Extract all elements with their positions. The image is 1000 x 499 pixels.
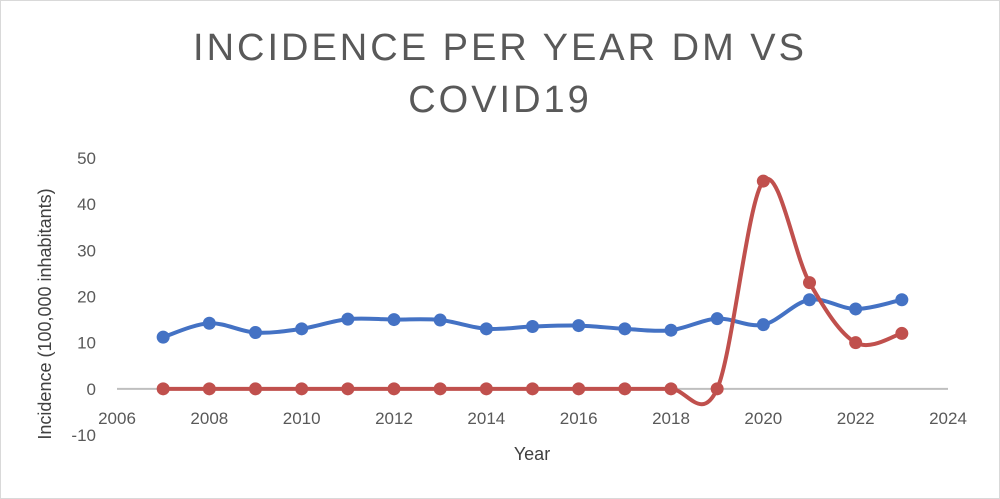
data-point — [849, 336, 863, 350]
x-tick-label: 2024 — [929, 409, 967, 428]
x-tick-label: 2016 — [560, 409, 598, 428]
data-point — [803, 276, 816, 290]
data-point — [341, 382, 355, 396]
x-tick-label: 2006 — [98, 409, 136, 428]
x-tick-label: 2022 — [837, 409, 875, 428]
data-point — [295, 382, 309, 396]
data-point — [756, 318, 770, 332]
y-tick-label: 0 — [87, 380, 96, 399]
data-point — [433, 382, 447, 396]
series-line — [161, 176, 904, 407]
x-tick-label: 2018 — [652, 409, 690, 428]
x-tick-label: 2012 — [375, 409, 413, 428]
data-point — [710, 312, 724, 326]
y-tick-label: 40 — [77, 195, 96, 214]
data-point — [249, 326, 262, 340]
y-tick-label: 20 — [77, 288, 96, 307]
data-point — [526, 320, 539, 334]
data-point — [849, 302, 863, 316]
data-point — [433, 313, 447, 327]
data-point — [156, 382, 170, 396]
chart-title: INCIDENCE PER YEAR DM VS COVID19 — [0, 22, 1000, 126]
chart-title-line-2: COVID19 — [408, 79, 592, 121]
data-point — [618, 382, 632, 396]
data-point — [202, 316, 216, 330]
data-point — [387, 382, 401, 396]
data-point — [479, 382, 493, 396]
y-tick-label: 10 — [77, 334, 96, 353]
x-tick-label: 2020 — [744, 409, 782, 428]
data-point — [479, 322, 493, 336]
y-tick-label: -10 — [71, 426, 96, 445]
data-point — [341, 312, 355, 326]
chart-title-line-1: INCIDENCE PER YEAR DM VS — [193, 27, 807, 69]
data-point — [710, 382, 724, 396]
data-point — [803, 293, 816, 307]
x-tick-label: 2008 — [190, 409, 228, 428]
y-tick-label: 30 — [77, 241, 96, 260]
data-point — [295, 322, 309, 336]
data-point — [572, 382, 586, 396]
data-point — [756, 174, 770, 188]
y-tick-label: 50 — [77, 149, 96, 168]
data-point — [895, 326, 909, 340]
data-point — [249, 382, 262, 396]
data-point — [156, 330, 170, 344]
series-2 — [156, 174, 909, 407]
data-point — [572, 319, 586, 333]
x-tick-label: 2010 — [283, 409, 321, 428]
data-point — [526, 382, 539, 396]
series-1 — [156, 293, 909, 344]
data-point — [387, 313, 401, 327]
data-point — [618, 322, 632, 336]
y-axis-label: Incidence (100,000 inhabitants) — [35, 188, 55, 439]
x-axis-label: Year — [514, 444, 550, 464]
data-point — [664, 382, 678, 396]
data-point — [202, 382, 216, 396]
data-point — [895, 293, 909, 307]
data-point — [664, 323, 678, 337]
x-tick-label: 2014 — [467, 409, 505, 428]
